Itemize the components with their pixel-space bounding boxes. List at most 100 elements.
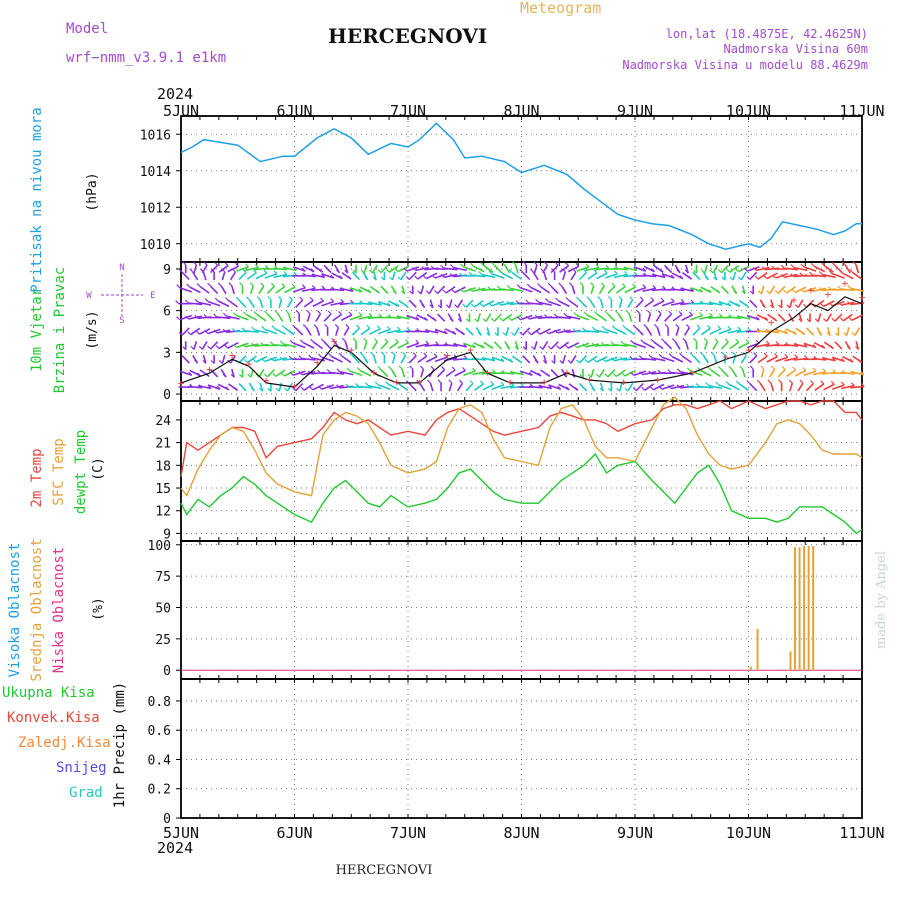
wind-barb [756, 314, 769, 322]
wind-barb [740, 271, 747, 281]
wind-barb [814, 383, 825, 391]
wind-barb-head [451, 366, 456, 371]
wind-barb-head [499, 317, 504, 322]
wind-barb-head [704, 276, 709, 281]
wind-barb-head [271, 325, 276, 330]
wind-barb [189, 286, 201, 294]
wind-barb-head [658, 353, 663, 358]
wind-barb-head [743, 267, 748, 272]
wind-barb-head [344, 269, 349, 274]
model-elevation-text: Nadmorska Visina u modelu 88.4629m [622, 58, 868, 72]
wind-barb-head [610, 357, 615, 362]
wind-barb [453, 266, 467, 272]
wind-barb-head [449, 273, 454, 278]
ytick-label: 1010 [140, 238, 171, 253]
wind-barb [372, 354, 377, 364]
wind-barb [231, 285, 235, 295]
wind-barb [275, 285, 286, 294]
wind-barb-head [600, 341, 605, 346]
wind-barb [709, 328, 722, 335]
wind-barb [519, 314, 533, 321]
wind-barb-head [310, 338, 315, 343]
wind-barb-head [774, 353, 778, 358]
wind-barb-head [403, 267, 408, 272]
temp-ylabel-1: 2m Temp [29, 448, 45, 507]
wind-barb-head [584, 359, 589, 363]
wind-barb [339, 371, 354, 376]
wind-barb-head [298, 355, 303, 360]
wind-barb [633, 286, 647, 293]
wind-barb [794, 286, 807, 294]
wind-barb [729, 341, 740, 350]
wind-barb [465, 299, 474, 308]
wind-barb-head [417, 290, 422, 295]
wind-barb-head [479, 302, 484, 307]
wind-barb-head [421, 304, 426, 309]
wind-barb-head [744, 303, 749, 308]
wind-barb-head [761, 266, 766, 271]
wind-barb-head [252, 269, 257, 274]
wind-barb [598, 285, 605, 295]
wind-barb [443, 267, 458, 271]
wind-barb [481, 357, 496, 362]
wind-barb [700, 286, 712, 294]
wind-barb [227, 265, 239, 273]
wind-barb-head [275, 387, 280, 392]
wind-barb [287, 313, 292, 322]
wind-barb [283, 343, 297, 348]
wind-barb-head [517, 359, 522, 363]
wind-barb [812, 274, 827, 278]
wind-barb-head [526, 283, 531, 288]
wind-barb-head [837, 285, 842, 290]
wind-barb [793, 343, 808, 348]
wind-barb-head [855, 346, 859, 350]
wind-barb-head [769, 304, 774, 309]
wind-barb-head [831, 261, 836, 266]
wind-barb [330, 288, 345, 292]
wind-barb [358, 302, 373, 306]
wind-barb-head [619, 356, 624, 361]
bottom-date-label: 10JUN [726, 824, 771, 842]
wind-barb [221, 354, 226, 364]
wind-barb-head [593, 358, 597, 363]
wind-barb [371, 264, 378, 274]
wind-barb [380, 264, 389, 274]
wind-barb-head [470, 303, 475, 308]
wind-barb [472, 287, 486, 292]
wind-barb [703, 264, 708, 274]
wind-barb-head [204, 330, 209, 335]
wind-barb [548, 300, 561, 307]
wind-barb-head [778, 379, 783, 384]
wind-barb-head [324, 323, 329, 328]
wind-barb-head [501, 261, 506, 266]
gust-marker: + [263, 374, 270, 387]
wind-barb [335, 327, 340, 336]
wind-barb-head [384, 338, 389, 343]
wind-barb-head [829, 345, 834, 350]
wind-barb [568, 299, 579, 308]
wind-barb [578, 355, 588, 364]
wind-barb-head [430, 365, 435, 370]
wind-barb [642, 371, 656, 376]
wind-barb [420, 285, 425, 295]
wind-barb [398, 383, 409, 391]
ytick-label: 0 [163, 664, 171, 679]
wind-barb [259, 382, 264, 392]
wind-barb [273, 343, 288, 347]
wind-barb [391, 354, 396, 364]
wind-barb [380, 341, 389, 350]
wind-barb [292, 286, 306, 293]
wind-barb-head [263, 269, 268, 274]
wind-barb-head [846, 345, 851, 350]
wind-barb-head [250, 387, 255, 392]
wind-barb [406, 314, 420, 321]
wind-barb-head [772, 274, 776, 279]
wind-barb [613, 267, 628, 271]
wind-barb [273, 273, 288, 279]
wind-barb-head [621, 372, 626, 377]
wind-barb-head [502, 332, 507, 337]
wind-barb [826, 327, 831, 336]
wind-barb-head [458, 379, 463, 384]
wind-barb-head [661, 338, 666, 343]
wind-barb-head [488, 270, 493, 275]
